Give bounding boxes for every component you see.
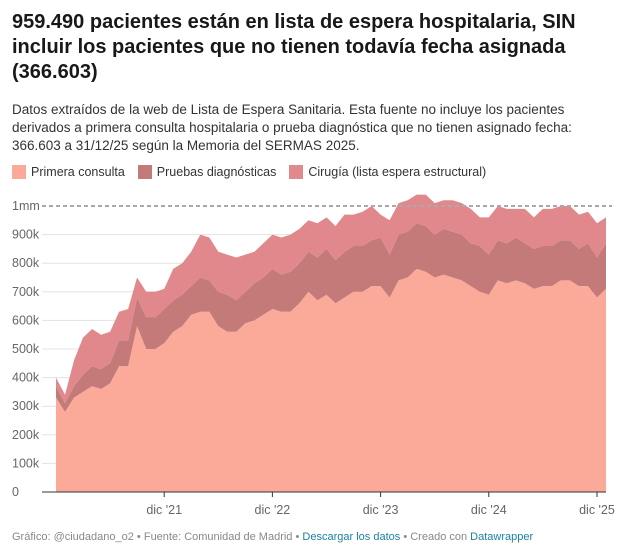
legend-item-primera-consulta: Primera consulta [12,165,125,179]
y-tick-label: 0 [12,485,19,499]
y-tick-label: 700k [12,285,40,299]
y-tick-label: 600k [12,313,40,327]
y-tick-label: 200k [12,428,40,442]
area-series-2 [56,223,606,412]
legend-swatch-pruebas-diagnosticas [137,165,152,179]
y-tick-label: 500k [12,342,40,356]
y-tick-label: 300k [12,399,40,413]
area-series-3 [56,194,606,404]
y-tick-label: 1mm [12,199,40,213]
legend-swatch-cirugia [289,165,304,179]
axis-layer: 0 100k 200k 300k 400k 500k 600k 700k 800k 900k 1mm… [12,199,615,517]
legend-item-pruebas-diagnosticas: Pruebas diagnósticas [137,165,277,179]
footer-separator: • [403,531,408,543]
area-series-1 [56,268,606,492]
area-layer [56,194,606,492]
y-tick-label: 100k [12,456,40,470]
datawrapper-link[interactable]: Datawrapper [470,531,534,543]
legend-label-primera-consulta: Primera consulta [31,165,125,179]
download-data-link[interactable]: Descargar los datos [302,531,401,543]
legend-item-cirugia: Cirugía (lista espera estructural) [289,165,486,179]
x-tick-label: dic '21 [146,503,182,517]
y-tick-label: 900k [12,228,40,242]
legend-label-cirugia: Cirugía (lista espera estructural) [308,165,487,179]
legend-label-pruebas-diagnosticas: Pruebas diagnósticas [156,165,277,179]
footer-separator: • [295,531,300,543]
y-tick-label: 800k [12,256,40,270]
footer-credit: Gráfico: @ciudadano_o2 [12,531,134,543]
y-tick-label: 400k [12,371,40,385]
chart-title: 959.490 pacientes están en lista de espe… [12,11,576,83]
footer-source: Fuente: Comunidad de Madrid [143,531,293,543]
chart-description: Datos extraídos de la web de Lista de Es… [12,102,572,153]
footer-created-with: Creado con [410,531,468,543]
x-tick-label: dic '25 [579,503,615,517]
top-bar [0,0,619,4]
footer-separator: • [136,531,141,543]
stacked-area-chart: 0 100k 200k 300k 400k 500k 600k 700k 800k 900k 1mm… [12,194,615,517]
x-tick-label: dic '24 [471,503,507,517]
footer: Gráfico: @ciudadano_o2 • Fuente: Comunid… [12,531,533,543]
x-tick-label: dic '23 [363,503,399,517]
legend-swatch-primera-consulta [12,165,26,179]
x-tick-label: dic '22 [255,503,291,517]
legend: Primera consulta Pruebas diagnósticas Ci… [12,163,499,181]
